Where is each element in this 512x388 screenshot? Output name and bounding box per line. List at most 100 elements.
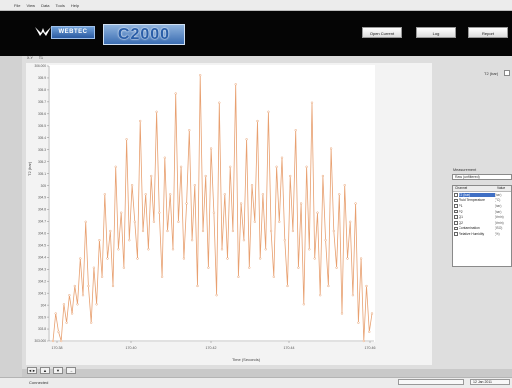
data-point [321,174,325,178]
y-tick-label: 305.1 [38,172,46,176]
data-point [302,303,305,306]
channel-row[interactable]: P1 (bar) [453,203,511,209]
data-point [259,257,262,260]
status-field [398,379,464,385]
zoom-controls: ◄► ▲ ▼ → [27,367,76,374]
data-point [245,138,248,141]
data-point [139,119,142,123]
channel-row[interactable]: P2 (bar) [453,209,511,215]
menu-view[interactable]: View [26,2,36,8]
channel-checkbox[interactable] [454,221,458,225]
channel-row[interactable]: Q1 (l/min) [453,214,511,220]
menu-file[interactable]: File [14,2,21,8]
x-axis-label: Time (Seconds) [232,357,261,362]
data-point [177,220,180,223]
report-button[interactable]: Report [468,27,508,38]
menu-tools[interactable]: Tools [55,2,65,8]
data-point [253,220,256,223]
data-point [117,248,120,251]
data-point [133,220,136,223]
data-point [79,257,82,260]
data-point [289,174,292,178]
open-current-button[interactable]: Open Current [362,27,402,38]
channel-checkbox[interactable] [454,204,458,208]
y-tick-label: 304.9 [38,196,46,200]
data-point [297,266,300,269]
data-point [354,202,357,205]
data-point [218,101,221,104]
data-point [120,211,123,214]
data-point [308,248,311,251]
channel-unit: (l/min) [494,220,504,225]
zoom-x-button[interactable]: ◄► [27,367,37,374]
data-point [212,211,216,214]
data-point [100,275,104,278]
data-point [125,138,128,141]
data-point [264,248,267,251]
y-tick-label: 305.6 [38,112,46,116]
x-tick-label: 170.38 [52,346,63,350]
channel-checkbox[interactable] [454,193,458,197]
trace-checkbox[interactable] [504,70,510,76]
channel-unit: (bar) [494,192,502,197]
channel-row[interactable]: Fluid Temperature (°C) [453,198,511,204]
data-point [335,266,338,269]
data-point [299,202,303,205]
channel-checkbox[interactable] [454,209,458,214]
channel-checkbox[interactable] [454,198,458,203]
log-button[interactable]: Log [416,27,456,38]
channel-row[interactable]: Contamination (ISO) [453,226,511,232]
data-point [204,174,207,178]
y-tick-label: 304.2 [38,279,46,283]
data-point [174,92,177,95]
status-date: 12 Jan 2011 [470,379,510,385]
channel-unit: (ISO) [494,226,503,231]
c2000-logo: C2000 [103,24,185,45]
measurement-dropdown[interactable]: Raw (unfiltered) [452,174,512,180]
y-tick-label: 305.8 [38,88,46,92]
channel-name: Q2 [458,220,463,225]
data-point [283,239,286,242]
channel-name: Fluid Temperature [458,198,486,203]
menu-help[interactable]: Help [70,2,80,8]
channel-row[interactable]: Relative Humidity (%) [453,231,511,237]
data-point [278,220,281,223]
channel-unit: (bar) [494,209,502,214]
zoom-out-button[interactable]: ▼ [53,367,63,374]
y-tick-label: 306.000 [34,64,46,68]
channel-row[interactable]: T2 (bar) (bar) [453,192,511,198]
data-point [319,294,322,297]
channel-checkbox[interactable] [454,215,458,219]
tab-xy[interactable]: X-Y [27,56,33,60]
data-point [163,156,166,159]
y-tick-label: 304.4 [38,256,46,260]
pan-button[interactable]: → [66,367,76,374]
series-line [52,75,373,342]
data-point [305,165,308,168]
data-point [160,275,164,278]
data-point [92,266,96,269]
menu-data[interactable]: Data [41,2,50,8]
data-point [250,184,254,187]
tab-t1[interactable]: T1 [38,56,43,60]
channel-checkbox[interactable] [454,226,458,231]
channel-checkbox[interactable] [454,232,458,236]
data-point [275,165,278,168]
data-point [70,312,74,315]
y-tick-label: 303.000 [34,339,46,343]
zoom-in-button[interactable]: ▲ [40,367,50,374]
data-point [152,220,156,223]
y-axis-label: T2 (bar) [27,161,32,176]
data-point [313,257,316,260]
data-point [237,275,240,278]
channel-row[interactable]: Q2 (l/min) [453,220,511,226]
data-point [122,266,126,269]
channel-name: Contamination [458,226,480,231]
data-point [95,303,98,306]
data-point [209,147,213,150]
data-point [248,266,251,269]
y-tick-label: 303.8 [38,327,46,331]
data-point [103,193,106,196]
data-point [130,184,134,187]
